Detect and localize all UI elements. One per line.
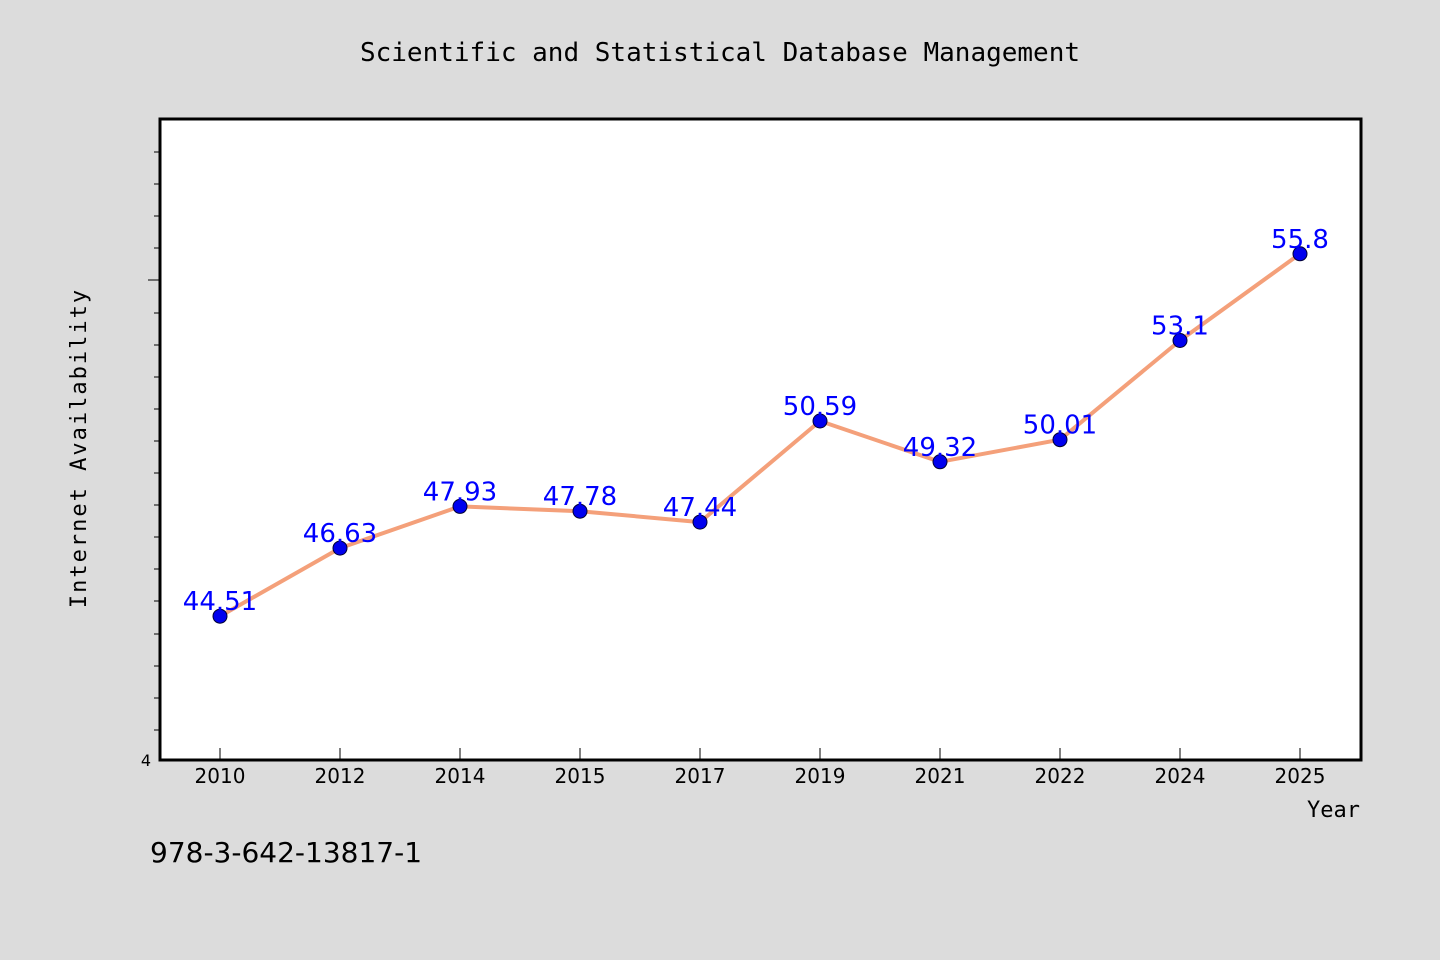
- data-point: [812, 413, 828, 429]
- x-tick-label: 2025: [1275, 764, 1326, 788]
- data-point: [332, 540, 348, 556]
- chart-title: Scientific and Statistical Database Mana…: [360, 38, 1080, 68]
- data-label: 53.1: [1151, 312, 1209, 342]
- x-tick-label: 2019: [795, 764, 846, 788]
- data-label: 55.8: [1271, 225, 1329, 255]
- x-tick-label: 2014: [435, 764, 486, 788]
- data-label: 44.51: [183, 587, 257, 617]
- x-tick-label: 2012: [315, 764, 366, 788]
- data-label: 49.32: [903, 433, 977, 463]
- y-axis-label: Internet Availability: [67, 288, 92, 608]
- data-label: 50.59: [783, 392, 857, 422]
- x-axis-label: Year: [1307, 798, 1360, 823]
- series-markers: [212, 246, 1308, 624]
- data-point: [932, 454, 948, 470]
- plot-frame: [158, 117, 1363, 762]
- y-tick-label: 4: [141, 751, 151, 770]
- x-tick-label: 2022: [1035, 764, 1086, 788]
- series-line-group: [219, 252, 1302, 618]
- data-point: [452, 498, 468, 514]
- series-line: [219, 252, 1302, 618]
- data-label: 46.63: [303, 519, 377, 549]
- data-point: [572, 503, 588, 519]
- data-point: [692, 514, 708, 530]
- x-axis-ticks: [219, 748, 1301, 760]
- x-tick-label: 2021: [915, 764, 966, 788]
- data-labels: 44.51 46.63 47.93 47.78 47.44 50.59 49.32 50.01…: [183, 225, 1329, 617]
- x-tick-label: 2015: [555, 764, 606, 788]
- data-label: 47.44: [663, 493, 737, 523]
- isbn-footnote: 978-3-642-13817-1: [150, 836, 422, 869]
- x-tick-label: 2024: [1155, 764, 1206, 788]
- plot-area: [160, 119, 1361, 760]
- x-tick-label: 2010: [195, 764, 246, 788]
- x-tick-label: 2017: [675, 764, 726, 788]
- data-point: [1172, 333, 1188, 348]
- x-tick-labels: 2010 2012 2014 2015 2017 2019 2021 2022 2024 2025: [195, 764, 1326, 788]
- data-label: 47.93: [423, 477, 497, 507]
- data-point: [1052, 432, 1068, 448]
- data-point: [1292, 246, 1308, 262]
- data-label: 47.78: [543, 482, 617, 512]
- data-point: [212, 608, 228, 624]
- data-label: 50.01: [1023, 411, 1097, 441]
